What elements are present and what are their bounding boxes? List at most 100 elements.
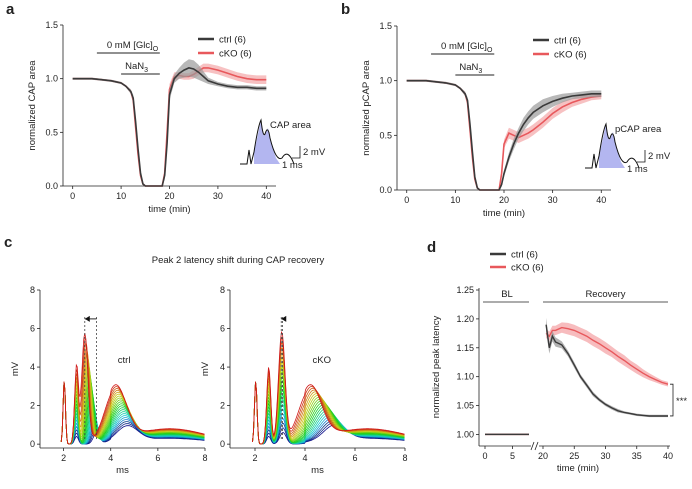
x-tick-label: 0 <box>70 191 75 201</box>
panel-c-title: Peak 2 latency shift during CAP recovery <box>152 255 325 266</box>
nan3-label-sub: 3 <box>478 68 482 75</box>
inset-scale-x: 1 ms <box>282 160 303 171</box>
y-tick-label: 0.5 <box>379 130 392 140</box>
x-axis-label: time (min) <box>557 463 599 474</box>
panel-label-a: a <box>6 1 15 18</box>
x-tick-label: 6 <box>352 453 357 463</box>
legend-label: ctrl (6) <box>554 36 581 47</box>
y-tick-label: 1.00 <box>456 429 474 439</box>
y-tick-label: 1.05 <box>456 401 474 411</box>
y-tick-label: 1.5 <box>379 21 392 31</box>
y-tick-label: 0.0 <box>379 185 392 195</box>
y-tick-label: 0 <box>30 439 35 449</box>
panel-label-d: d <box>427 239 436 256</box>
inset-scale-y: 2 mV <box>648 151 671 162</box>
x-tick-label: 20 <box>538 451 548 461</box>
x-tick-label: 2 <box>61 453 66 463</box>
panel-label-b: b <box>341 1 350 18</box>
glucose-label: 0 mM [Glc]O <box>107 40 159 53</box>
y-tick-label: 1.15 <box>456 343 474 353</box>
y-tick-label: 0.0 <box>45 181 58 191</box>
glucose-label-main: 0 mM [Glc] <box>107 40 153 51</box>
recovery-label: Recovery <box>585 289 625 300</box>
x-tick-label: 5 <box>510 451 515 461</box>
y-tick-label: 1.5 <box>45 20 58 30</box>
y-tick-label: 2 <box>220 401 225 411</box>
glucose-label-main: 0 mM [Glc] <box>441 41 487 52</box>
inset-area-shade <box>599 124 625 168</box>
cap-trace <box>252 381 405 445</box>
x-tick-label: 20 <box>499 195 509 205</box>
y-axis-label: normalized peak latency <box>431 316 442 419</box>
subplot-name: ctrl <box>118 355 131 366</box>
glucose-label: 0 mM [Glc]O <box>441 41 493 54</box>
inset-scale-bar <box>292 146 301 159</box>
chart-b: 0 10 20 30 40 0.0 0.5 1.0 1.5 time (min) normalize… <box>361 21 671 219</box>
chart-a: 0 10 20 30 40 0.0 0.5 1.0 1.5 time (min) normalize… <box>27 20 326 215</box>
x-tick-label: 8 <box>202 453 207 463</box>
x-tick-label: 40 <box>261 191 271 201</box>
legend-label: ctrl (6) <box>511 250 538 261</box>
arrow-head <box>281 315 287 322</box>
chart-c: Peak 2 latency shift during CAP recovery… <box>10 255 408 476</box>
x-tick-label: 10 <box>450 195 460 205</box>
x-tick-label: 4 <box>108 453 113 463</box>
x-axis-label: time (min) <box>483 208 525 219</box>
ctrl-series-line <box>72 67 267 187</box>
panel-label-c: c <box>4 234 12 251</box>
chart-d: 1.00 1.05 1.10 1.15 1.20 1.25 0 5 20 25 30 35 40 time… <box>431 250 687 475</box>
x-tick-label: 20 <box>164 191 174 201</box>
inset-waveform <box>585 122 640 169</box>
y-tick-label: 0 <box>220 439 225 449</box>
significance-stars: *** <box>676 396 687 407</box>
x-tick-label: 30 <box>213 191 223 201</box>
inset-scale-y: 2 mV <box>303 147 326 158</box>
inset-area-shade <box>254 120 280 164</box>
subplot-name: cKO <box>313 355 331 366</box>
significance-bracket <box>670 383 674 417</box>
x-tick-label: 25 <box>569 451 579 461</box>
legend-label: cKO (6) <box>219 49 252 60</box>
inset-waveform <box>240 118 295 165</box>
y-tick-label: 1.10 <box>456 372 474 382</box>
x-tick-label: 40 <box>596 195 606 205</box>
y-tick-label: 4 <box>30 362 35 372</box>
x-tick-label: 6 <box>155 453 160 463</box>
glucose-label-sub: O <box>153 46 159 53</box>
ctrl-recovery-line <box>545 324 668 417</box>
x-tick-label: 40 <box>663 451 673 461</box>
y-tick-label: 1.20 <box>456 314 474 324</box>
glucose-label-sub: O <box>487 47 493 54</box>
y-tick-label: 4 <box>220 362 225 372</box>
x-tick-label: 0 <box>482 451 487 461</box>
y-axis-label: normalized CAP area <box>27 60 38 151</box>
y-tick-label: 0.5 <box>45 127 58 137</box>
nan3-label: NaN3 <box>125 61 148 74</box>
inset-scale-bar <box>637 150 646 163</box>
y-tick-label: 1.0 <box>379 76 392 86</box>
arrow-head <box>84 315 90 322</box>
ctrl-series-line <box>406 79 602 191</box>
nan3-label-sub: 3 <box>144 67 148 74</box>
y-tick-label: 6 <box>30 324 35 334</box>
cko-recovery-line <box>545 326 669 385</box>
y-tick-label: 1.0 <box>45 74 58 84</box>
nan3-label: NaN3 <box>459 62 482 75</box>
x-tick-label: 4 <box>302 453 307 463</box>
legend-label: cKO (6) <box>554 50 587 61</box>
legend-label: ctrl (6) <box>219 35 246 46</box>
legend-label: cKO (6) <box>511 263 544 274</box>
y-axis-label: mV <box>200 361 211 376</box>
nan3-label-main: NaN <box>459 62 478 73</box>
x-tick-label: 10 <box>116 191 126 201</box>
y-tick-label: 1.25 <box>456 285 474 295</box>
inset-label: pCAP area <box>615 124 662 135</box>
y-axis-label: mV <box>10 361 21 376</box>
cap-trace <box>252 381 405 445</box>
cap-trace <box>252 381 405 445</box>
cko-sem-band <box>72 63 267 186</box>
bl-label: BL <box>501 289 513 300</box>
x-axis-label: ms <box>116 465 129 476</box>
x-tick-label: 0 <box>404 195 409 205</box>
inset-scale-x: 1 ms <box>627 164 648 175</box>
